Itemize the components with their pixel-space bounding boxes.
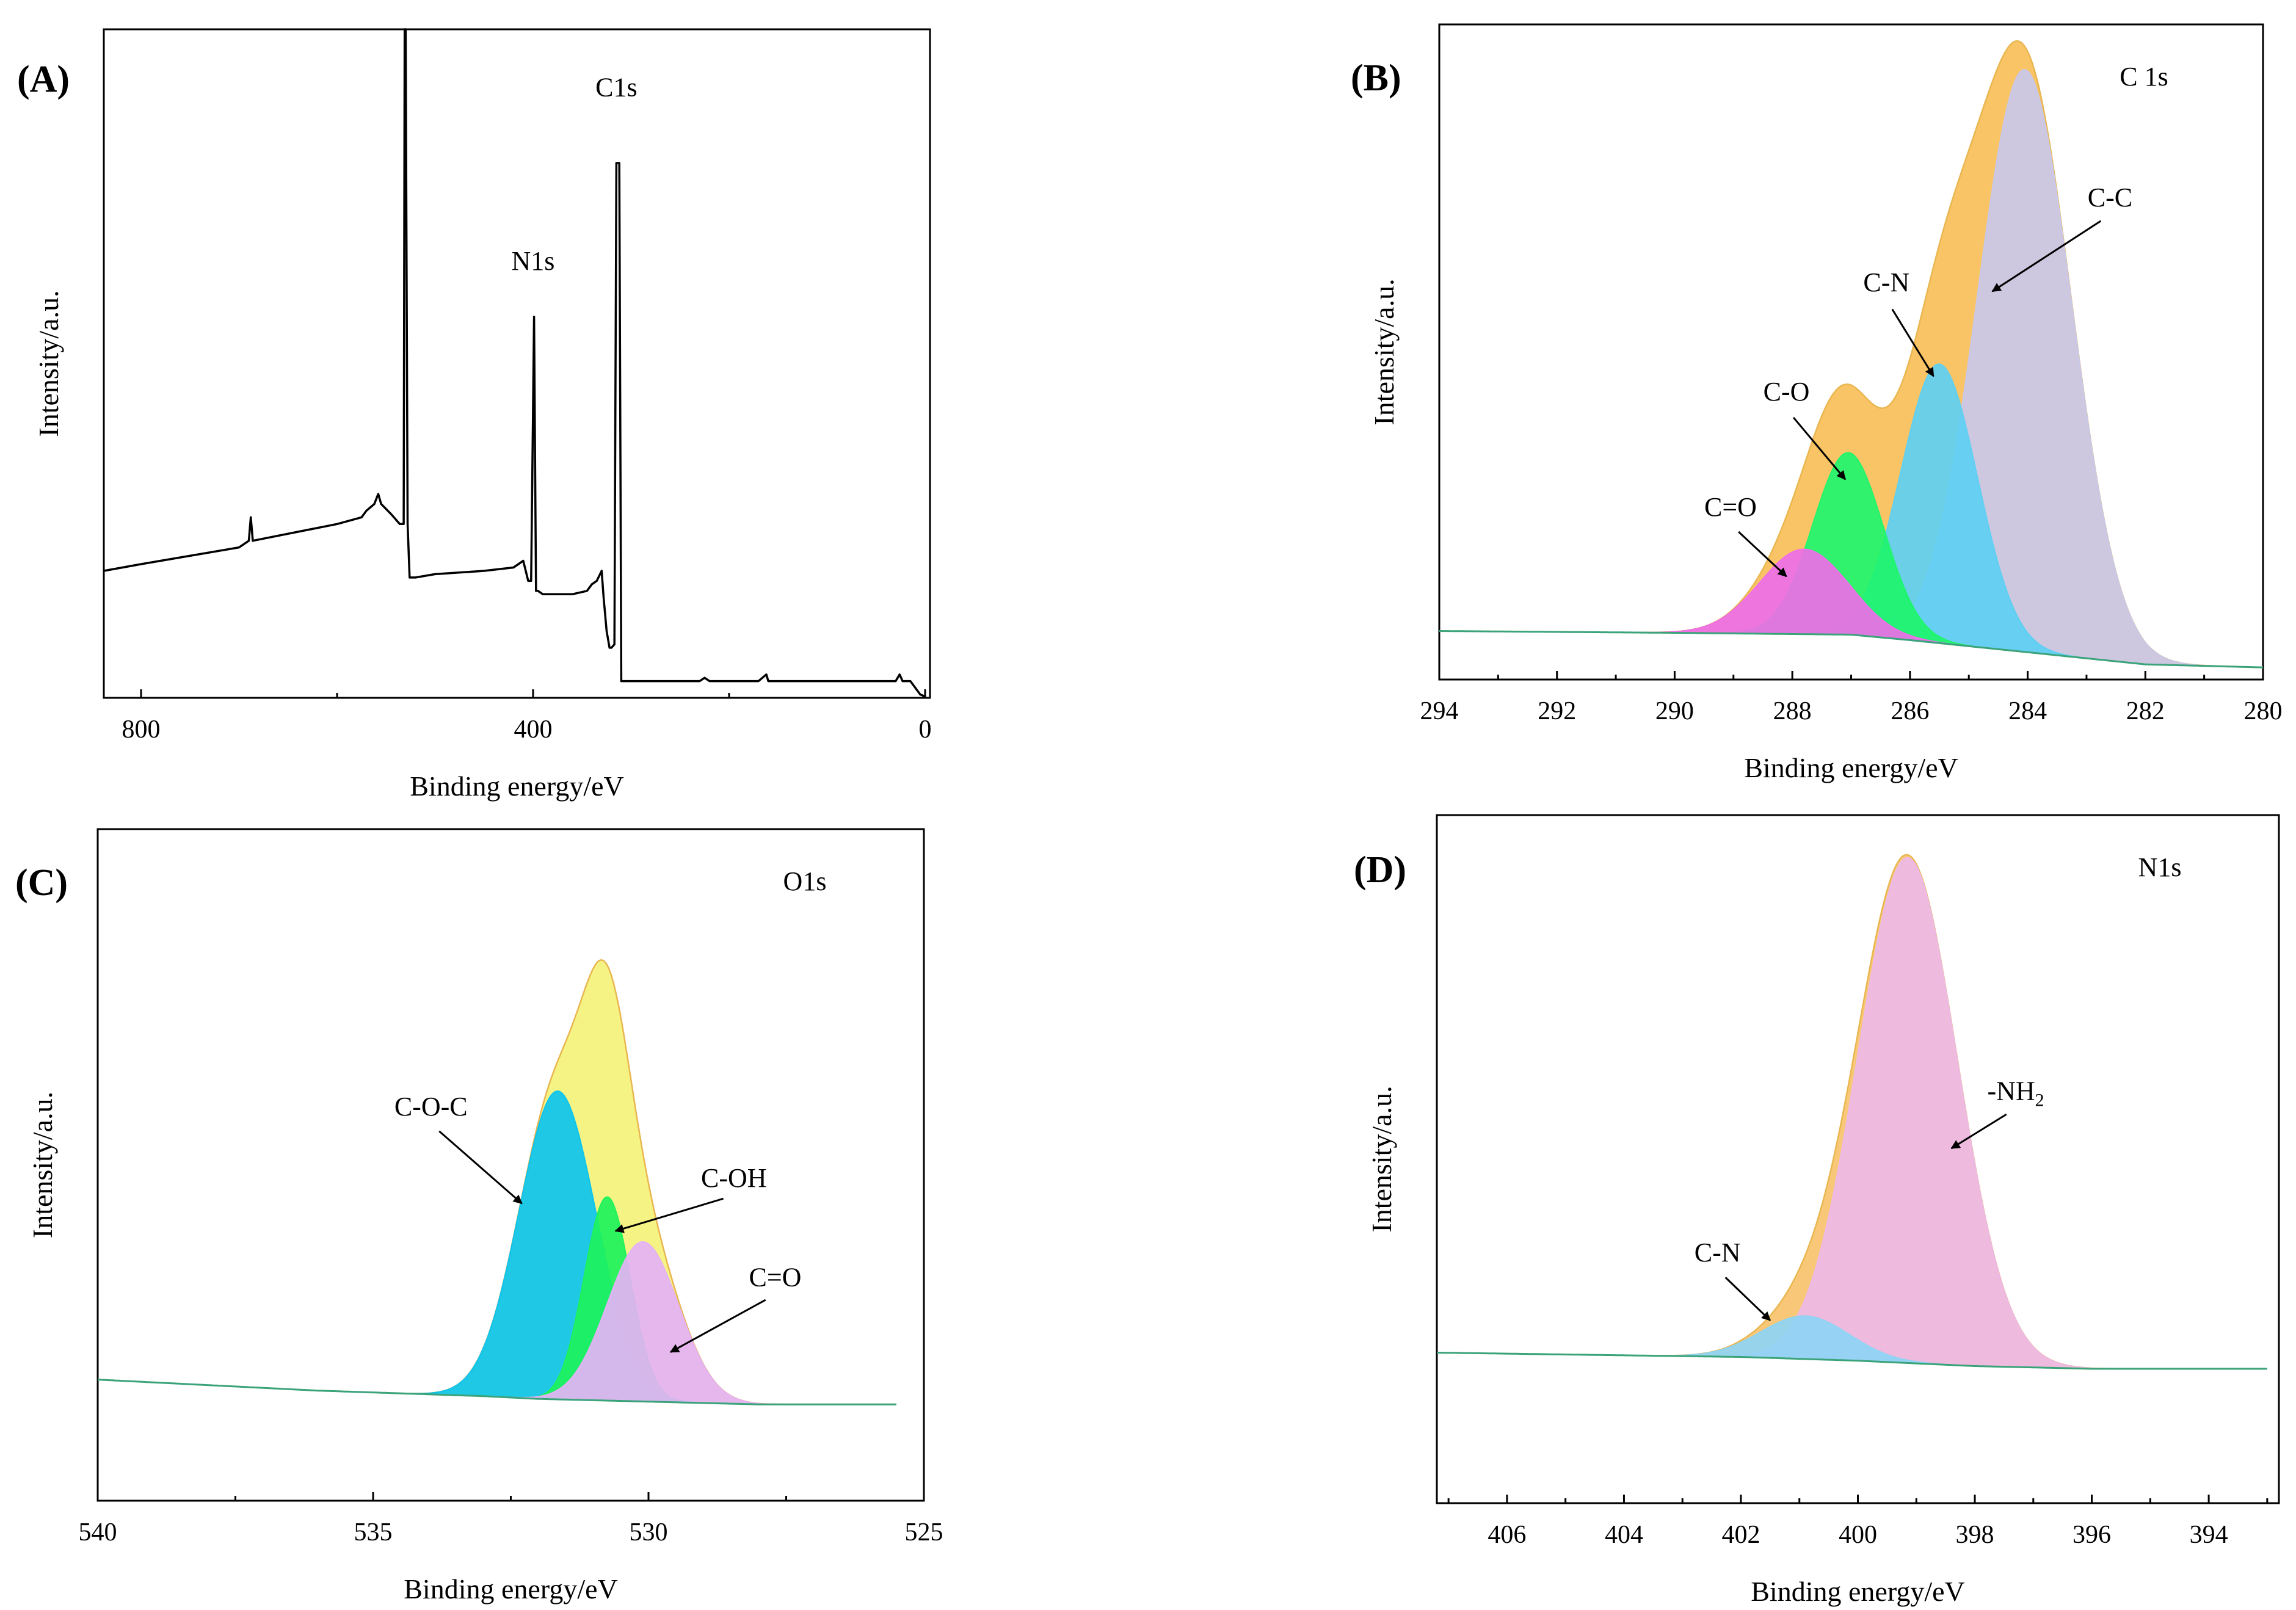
x-tick-label: 0 <box>918 716 931 744</box>
x-tick-label: 282 <box>2126 697 2165 725</box>
spectrum-title: C 1s <box>2120 62 2168 92</box>
panel-letter: (A) <box>17 59 70 100</box>
annotation-arrow <box>438 1130 523 1205</box>
peak-label: C-N <box>1695 1238 1741 1267</box>
x-tick-label: 394 <box>2190 1521 2228 1549</box>
x-tick-label: 292 <box>1538 697 1576 725</box>
peak-label: C-O <box>1764 377 1810 407</box>
panel-a: (A) Binding energy/eV Intensity/a.u. 800 400… <box>17 28 931 802</box>
spectrum-title: N1s <box>2138 852 2182 882</box>
x-tick-label: 406 <box>1488 1521 1526 1549</box>
annotation-arrow <box>1991 220 2102 292</box>
y-axis-title: Intensity/a.u. <box>27 1092 58 1238</box>
peak-label: C1s <box>595 73 637 103</box>
annotation-arrow <box>1891 308 1935 377</box>
annotation-arrow <box>1738 531 1787 578</box>
component-c-o-c <box>97 1090 896 1405</box>
peak-label: C=O <box>1704 492 1757 522</box>
annotation-arrow <box>669 1299 766 1353</box>
annotation-arrow <box>1724 1277 1771 1321</box>
panel-c: (C) Binding energy/eV Intensity/a.u. 540 535… <box>15 828 943 1605</box>
x-axis-title: Binding energy/eV <box>410 771 623 802</box>
x-tick-label: 288 <box>1773 697 1812 725</box>
x-tick-label: 525 <box>905 1518 943 1547</box>
panel-letter: (C) <box>15 862 68 904</box>
peak-label: C-C <box>2088 183 2132 212</box>
x-tick-label: 286 <box>1891 697 1929 725</box>
peak-label: -NH2 <box>1987 1076 2044 1111</box>
peak-label: C-O-C <box>394 1092 468 1122</box>
y-axis-title: Intensity/a.u. <box>1366 1086 1397 1232</box>
peak-label: C-OH <box>701 1163 767 1193</box>
panel-letter: (B) <box>1351 57 1401 99</box>
x-tick-label: 535 <box>354 1518 393 1547</box>
annotation-arrow <box>1950 1113 2007 1150</box>
baseline <box>1439 630 2263 669</box>
x-tick-label: 404 <box>1605 1521 1643 1549</box>
x-axis-title: Binding energy/eV <box>404 1573 617 1605</box>
spectrum-title: O1s <box>783 866 827 896</box>
x-tick-label: 800 <box>122 716 160 744</box>
x-axis-title: Binding energy/eV <box>1744 752 1958 783</box>
survey-line <box>103 28 926 698</box>
x-axis-title: Binding energy/eV <box>1751 1576 1964 1607</box>
x-tick-label: 400 <box>1839 1521 1877 1549</box>
annotation-arrow <box>1792 416 1847 480</box>
x-tick-label: 284 <box>2008 697 2047 725</box>
x-tick-label: 400 <box>514 716 552 744</box>
x-tick-label: 398 <box>1956 1521 1994 1549</box>
x-tick-label: 294 <box>1420 697 1459 725</box>
peak-label-subscript: 2 <box>2035 1090 2044 1111</box>
peak-label: C-N <box>1863 267 1909 297</box>
panel-d: (D) Binding energy/eV Intensity/a.u. 406 404… <box>1354 814 2280 1607</box>
x-tick-label: 396 <box>2073 1521 2111 1549</box>
peak-label: C=O <box>749 1262 801 1292</box>
annotation-arrow <box>614 1197 724 1233</box>
plot-frame <box>96 828 925 1502</box>
x-tick-label: 530 <box>630 1518 668 1547</box>
x-tick-label: 280 <box>2244 697 2283 725</box>
peak-label: N1s <box>512 246 555 276</box>
x-tick-label: 540 <box>79 1518 117 1547</box>
plot-frame <box>103 28 931 699</box>
baseline <box>97 1379 896 1405</box>
baseline <box>1437 1352 2267 1370</box>
panel-b: (B) Binding energy/eV Intensity/a.u. 294 292… <box>1351 23 2283 783</box>
y-axis-title: Intensity/a.u. <box>33 290 64 437</box>
panel-letter: (D) <box>1354 849 1406 891</box>
component--nh2 <box>1437 857 2267 1369</box>
x-tick-label: 290 <box>1655 697 1694 725</box>
x-tick-label: 402 <box>1721 1521 1760 1549</box>
y-axis-title: Intensity/a.u. <box>1368 278 1400 425</box>
